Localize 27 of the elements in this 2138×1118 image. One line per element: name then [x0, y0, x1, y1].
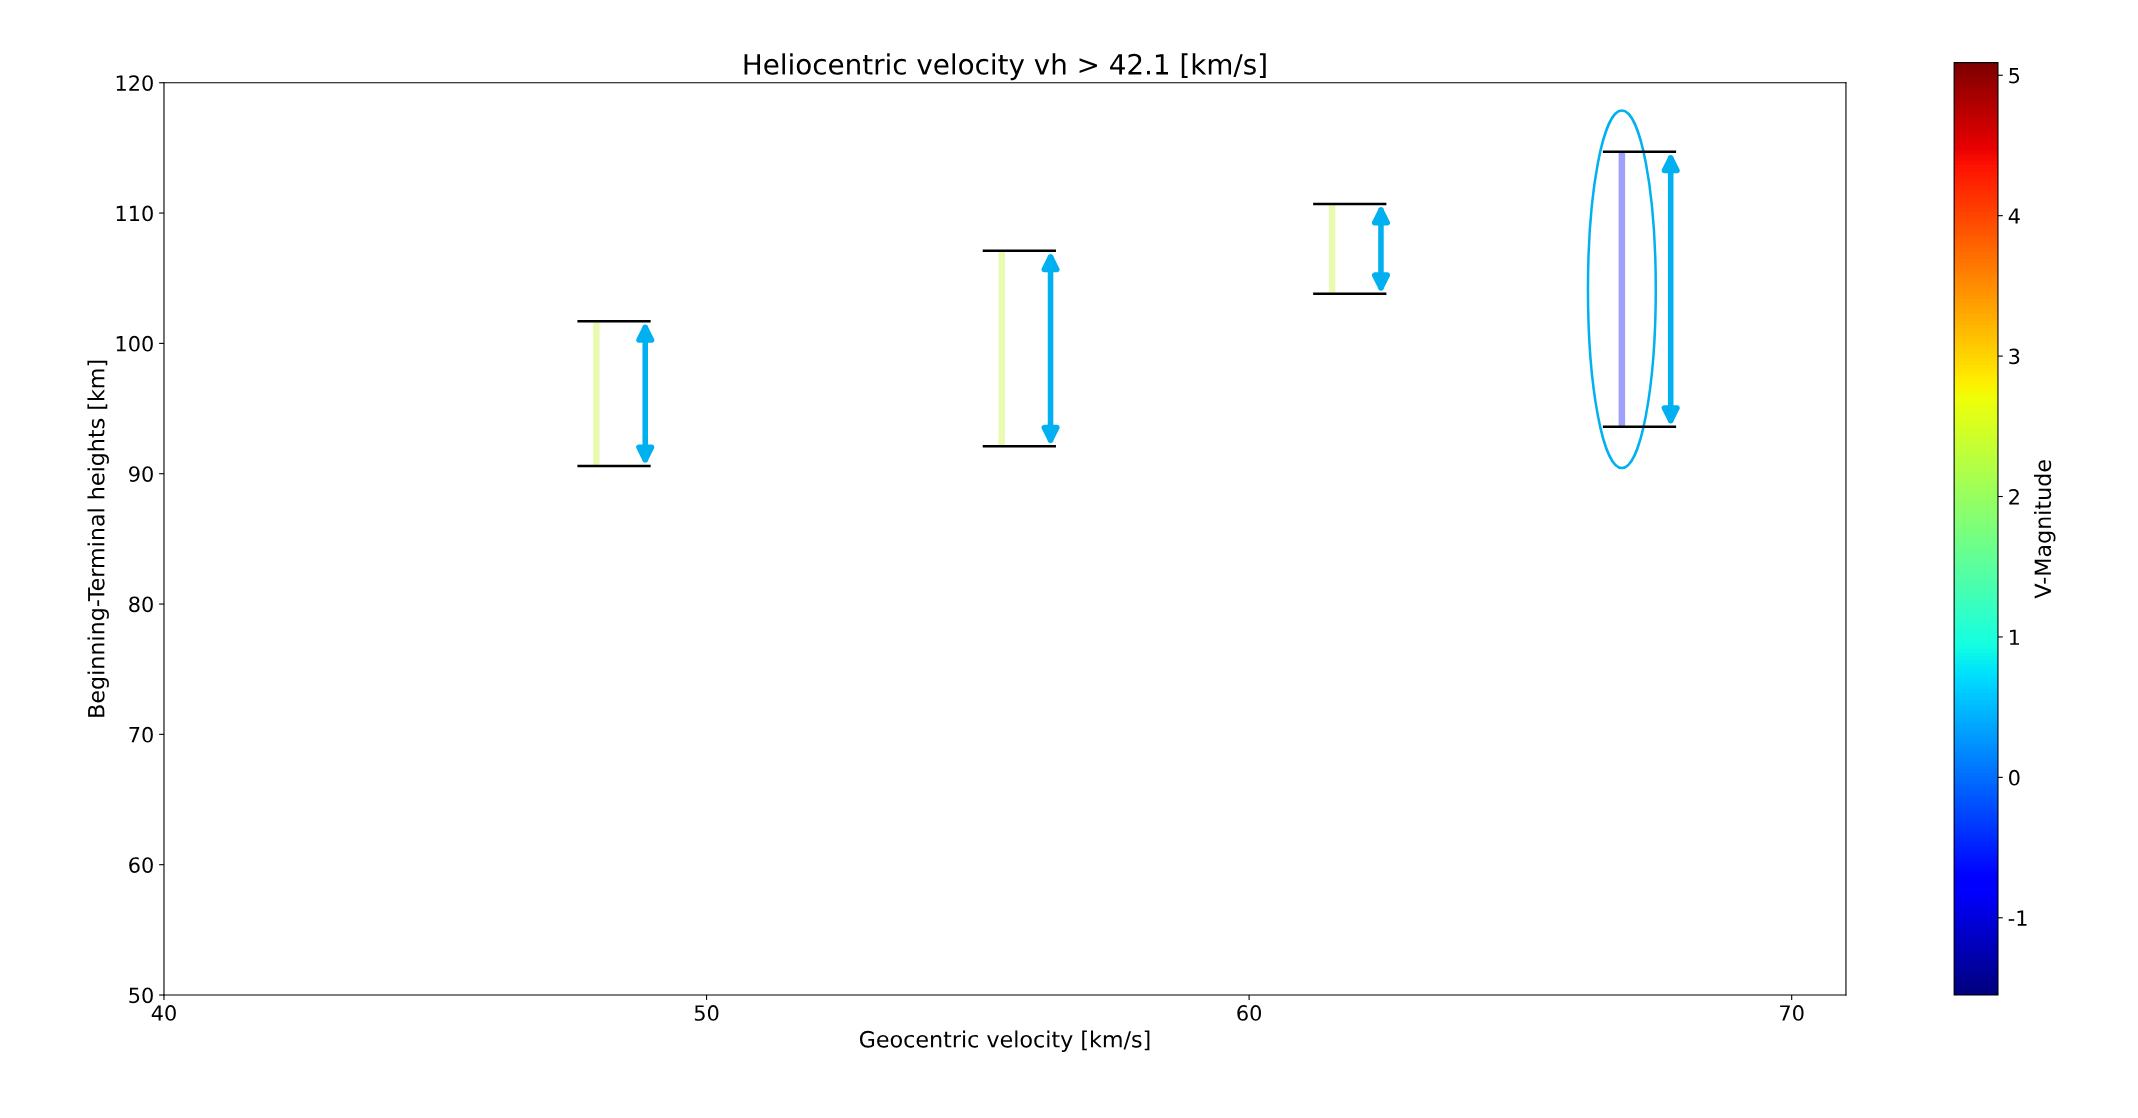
- color-bar-label: 1: [2009, 629, 2020, 645]
- color-bar-label: -1: [2008, 910, 2027, 926]
- x-tick-label: 40: [151, 1005, 176, 1021]
- y-tick-label: 80: [129, 596, 153, 613]
- y-tick-label: 110: [116, 205, 153, 222]
- color-bar-label: 0: [2009, 769, 2020, 786]
- color-bar-label: 2: [2009, 488, 2019, 505]
- color-bar-label: 5: [2009, 67, 2020, 84]
- y-tick-label: 90: [129, 466, 153, 482]
- x-tick-label: 50: [694, 1005, 719, 1021]
- chart-title: Heliocentric velocity vh > 42.1 [km/s]: [744, 53, 1266, 81]
- color-bar-label: 4: [2008, 208, 2020, 224]
- color-bar-title: V-Magnitude: [2034, 460, 2056, 599]
- y-tick-label: 60: [129, 857, 153, 873]
- x-tick-label: 70: [1780, 1005, 1804, 1021]
- x-axis-title: Geocentric velocity [km/s]: [859, 1030, 1150, 1052]
- x-tick-label: 60: [1237, 1005, 1261, 1021]
- bar: [998, 250, 1005, 447]
- y-tick-label: 100: [116, 335, 153, 352]
- y-axis-title: Beginning-Terminal heights [km]: [87, 360, 109, 717]
- color-bar-label: 3: [2009, 348, 2020, 365]
- bar: [593, 321, 600, 466]
- bar: [1618, 151, 1626, 427]
- y-tick-label: 50: [129, 987, 153, 1004]
- bar: [1328, 203, 1336, 294]
- y-tick-label: 120: [116, 75, 153, 91]
- y-tick-label: 70: [129, 726, 153, 743]
